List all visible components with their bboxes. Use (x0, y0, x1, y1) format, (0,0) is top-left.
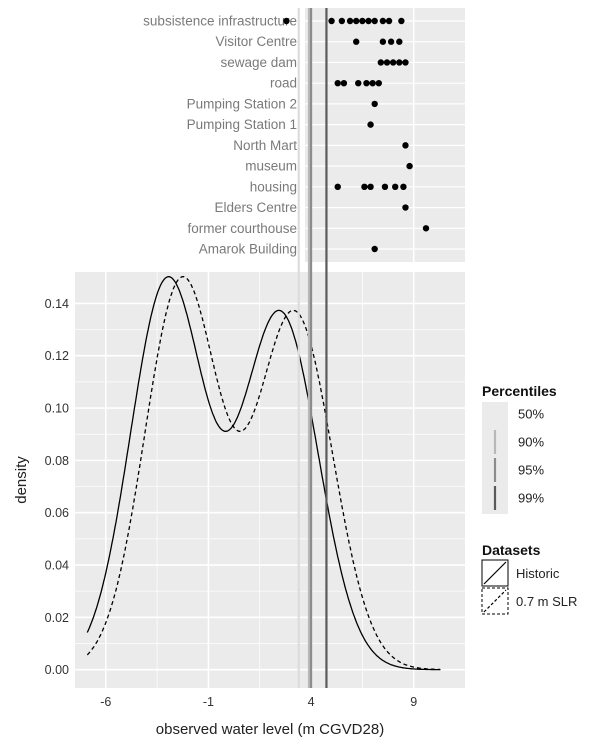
legend-label: 0.7 m SLR (516, 594, 577, 609)
dotplot-gridlines (305, 8, 465, 262)
dotplot-category-labels: subsistence infrastructure Visitor Centre… (143, 14, 297, 257)
data-point (371, 245, 378, 253)
data-point (383, 59, 391, 66)
data-point (406, 162, 413, 170)
data-point (353, 38, 360, 45)
y-tick-label: 0.14 (45, 297, 69, 311)
y-tick-label: 0.02 (45, 611, 69, 625)
data-point (402, 204, 409, 211)
x-tick-labels: -6 -1 4 9 (100, 695, 417, 709)
x-tick-label: -1 (203, 695, 214, 709)
legend-percentiles: Percentiles 50% 90% 95% 99% (482, 383, 557, 514)
data-point (396, 59, 403, 66)
y-tick-labels: 0.00 0.02 0.04 0.06 0.08 0.10 0.12 0.14 (45, 297, 69, 677)
data-point (379, 17, 387, 25)
y-tick-label: 0.06 (45, 506, 69, 520)
y-tick-label: 0.12 (45, 349, 69, 363)
data-point (346, 17, 354, 25)
data-point (398, 17, 405, 25)
y-tick-label: 0.04 (45, 559, 69, 573)
data-point (379, 38, 387, 45)
category-label: Amarok Building (199, 242, 297, 257)
density-panel (75, 272, 465, 688)
legend-datasets: Datasets Historic 0.7 m SLR (481, 542, 577, 615)
data-point (422, 225, 430, 232)
density-line-0-7-m-slr (86, 276, 441, 671)
category-label: Elders Centre (214, 200, 297, 215)
legend-datasets-title: Datasets (482, 542, 541, 558)
data-point (338, 17, 346, 25)
data-point (361, 183, 368, 191)
category-label: Pumping Station 2 (187, 96, 297, 111)
data-point (283, 17, 290, 25)
y-axis-title: density (13, 456, 30, 504)
legend-label: 50% (518, 407, 544, 422)
data-point (371, 100, 378, 108)
category-label: Visitor Centre (215, 34, 297, 49)
data-point (365, 17, 372, 25)
category-label: museum (245, 159, 297, 174)
category-label: Pumping Station 1 (187, 117, 297, 132)
data-point (367, 183, 374, 191)
data-point (396, 38, 403, 45)
density-line-historic (86, 276, 441, 671)
data-point (334, 79, 341, 87)
percentile-lines (297, 8, 328, 688)
data-point (328, 17, 335, 25)
x-tick-label: -6 (100, 695, 111, 709)
data-point (385, 17, 393, 25)
y-tick-label: 0.08 (45, 454, 69, 468)
data-point (400, 183, 407, 191)
legend-label: 95% (518, 463, 544, 478)
data-point (381, 183, 389, 191)
data-point (353, 17, 360, 25)
legend-label: 90% (518, 435, 544, 450)
x-axis-title: observed water level (m CGVD28) (156, 721, 384, 738)
dotplot-panel (305, 8, 465, 262)
data-point (359, 17, 366, 25)
data-point (387, 38, 395, 45)
data-point (363, 79, 370, 87)
data-point (340, 79, 348, 87)
data-point (392, 183, 399, 191)
data-point (377, 59, 385, 66)
category-label: North Mart (233, 138, 297, 153)
category-label: former courthouse (187, 221, 297, 236)
legend-label: 99% (518, 491, 544, 506)
legend-key-line (483, 561, 507, 585)
category-label: road (270, 76, 297, 91)
legend-key-line (483, 589, 507, 613)
density-curves (86, 276, 441, 671)
y-tick-label: 0.10 (45, 402, 69, 416)
category-label: sewage dam (220, 55, 297, 70)
category-label: housing (250, 179, 297, 194)
data-point (402, 142, 409, 149)
data-point (375, 79, 382, 87)
dotplot-points (283, 17, 430, 253)
x-tick-label: 9 (410, 695, 417, 709)
y-tick-label: 0.00 (45, 663, 69, 677)
x-tick-label: 4 (308, 695, 315, 709)
data-point (355, 79, 362, 87)
data-point (334, 183, 341, 191)
data-point (367, 121, 374, 128)
data-point (369, 79, 376, 87)
legend-percentiles-title: Percentiles (482, 383, 557, 399)
legend-label: Historic (516, 566, 560, 581)
data-point (402, 59, 409, 66)
data-point (371, 17, 378, 25)
data-point (389, 59, 397, 66)
category-label: subsistence infrastructure (143, 14, 297, 29)
